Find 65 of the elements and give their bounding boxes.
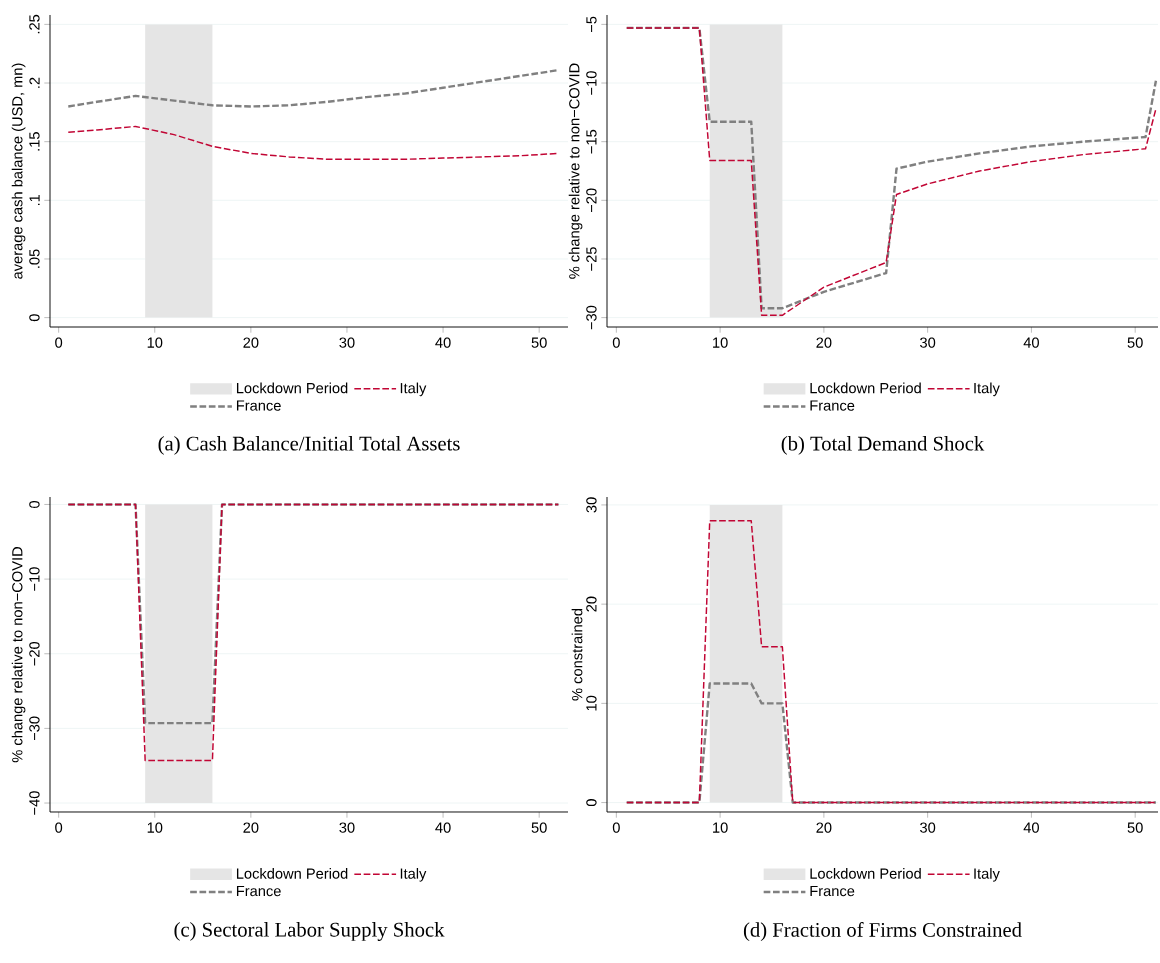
- legend-label: Lockdown Period: [236, 868, 348, 879]
- x-tick-label: 30: [339, 337, 355, 348]
- y-tick-label: −30: [586, 305, 597, 330]
- x-tick-label: 50: [1127, 822, 1143, 833]
- x-tick-label: 20: [243, 337, 259, 348]
- x-tick-label: 20: [243, 822, 259, 833]
- y-tick-label: .1: [29, 194, 40, 206]
- x-tick-label: 50: [531, 822, 547, 833]
- y-tick-label: −10: [29, 567, 40, 591]
- x-tick-label: 30: [920, 822, 936, 833]
- y-tick-label: .2: [29, 77, 40, 88]
- x-tick-label: 0: [612, 337, 620, 348]
- legend-label: France: [236, 885, 281, 897]
- x-tick-label: 50: [531, 337, 547, 348]
- y-tick-label: 0: [29, 500, 40, 508]
- legend-label: Lockdown Period: [810, 868, 921, 879]
- x-tick-label: 40: [1023, 822, 1039, 833]
- y-tick-label: −15: [586, 129, 597, 154]
- y-axis-title: % change relative to non−COVID: [11, 547, 26, 763]
- legend-label: Lockdown Period: [236, 382, 348, 394]
- legend-label: France: [810, 400, 855, 411]
- y-tick-label: −30: [29, 716, 40, 741]
- legend-label: France: [810, 885, 855, 897]
- x-tick-label: 10: [147, 337, 163, 348]
- y-tick-label: .25: [29, 14, 40, 34]
- y-tick-label: .15: [29, 132, 40, 151]
- y-tick-label: −25: [586, 247, 597, 271]
- x-tick-label: 40: [435, 337, 451, 348]
- text: (c) Sectoral Labor Supply Shock: [174, 922, 445, 941]
- y-axis-title: average cash balance (USD, mn): [11, 63, 26, 279]
- x-tick-label: 40: [435, 822, 451, 833]
- x-tick-label: 0: [55, 337, 63, 348]
- y-tick-label: 0: [29, 314, 40, 322]
- y-tick-label: −20: [29, 641, 40, 666]
- legend-label: Lockdown Period: [810, 382, 921, 394]
- y-tick-label: 30: [586, 497, 597, 513]
- x-tick-label: 10: [713, 337, 728, 348]
- y-tick-label: −10: [586, 71, 597, 95]
- legend-label: Italy: [400, 868, 427, 882]
- y-tick-label: 0: [586, 799, 597, 807]
- y-tick-label: 20: [586, 596, 597, 612]
- x-tick-label: 30: [920, 337, 936, 348]
- legend-label: Italy: [974, 382, 1000, 397]
- x-tick-label: 40: [1023, 337, 1039, 348]
- y-tick-label: −20: [586, 188, 597, 213]
- y-tick-label: 10: [586, 695, 597, 711]
- text: (b) Total Demand Shock: [781, 436, 985, 455]
- text: (d) Fraction of Firms Constrained: [743, 922, 1022, 942]
- y-tick-label: .05: [29, 249, 40, 268]
- text: (a) Cash Balance/Initial Total Assets: [158, 436, 460, 455]
- y-axis-title: % constrained: [571, 609, 583, 701]
- y-tick-label: −40: [29, 791, 40, 815]
- x-tick-label: 0: [612, 822, 620, 833]
- x-tick-label: 10: [713, 822, 728, 833]
- x-tick-label: 10: [147, 822, 163, 833]
- x-tick-label: 50: [1127, 337, 1143, 348]
- x-tick-label: 0: [55, 822, 63, 833]
- y-tick-label: −5: [586, 16, 597, 33]
- legend-label: Italy: [974, 868, 1000, 882]
- x-tick-label: 20: [816, 822, 832, 833]
- legend-label: Italy: [400, 382, 427, 397]
- y-axis-title: % change relative to non−COVID: [568, 63, 583, 279]
- x-tick-label: 30: [339, 822, 355, 833]
- legend-label: France: [236, 400, 281, 411]
- x-tick-label: 20: [816, 337, 832, 348]
